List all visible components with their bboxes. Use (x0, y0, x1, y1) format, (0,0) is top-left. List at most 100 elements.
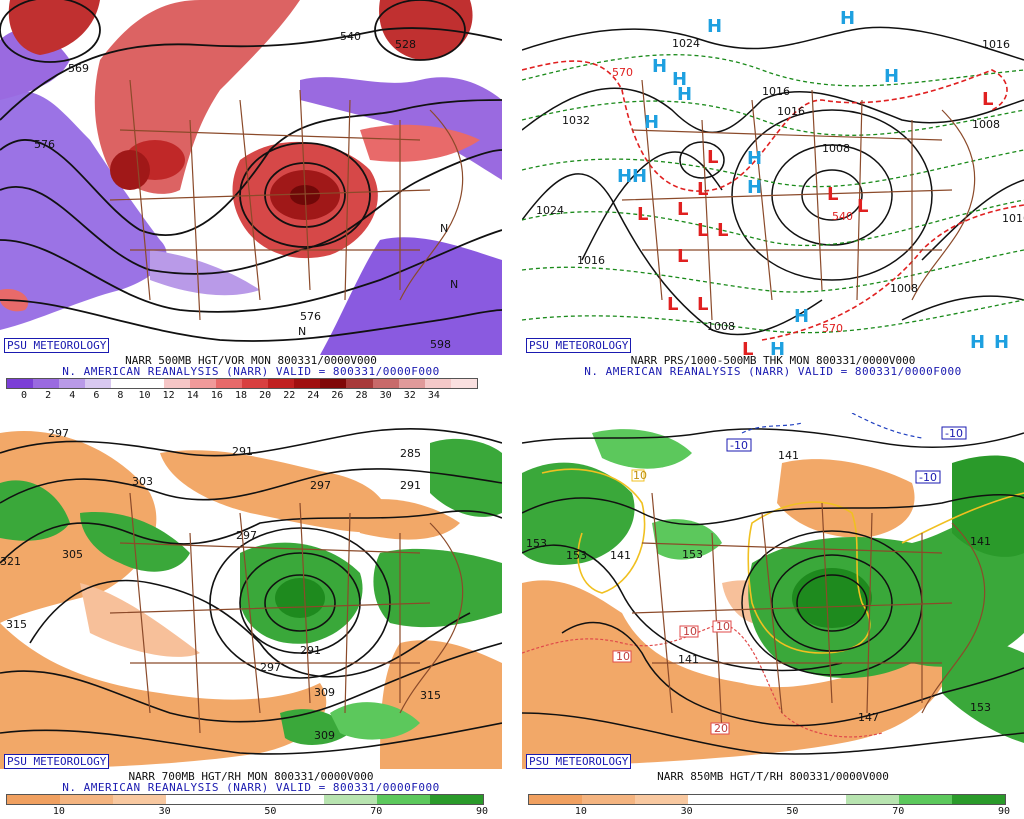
colorbar-swatch (740, 795, 794, 804)
temp-label: -10 (945, 427, 963, 440)
contour-label: 141 (678, 653, 699, 666)
colorbar-swatch (634, 795, 688, 804)
caption-title: NARR PRS/1000-500MB THK MON 800331/0000V… (630, 354, 916, 367)
colorbar-tick-label: 90 (475, 806, 489, 817)
colorbar-swatch (346, 379, 373, 388)
high-pressure-marker: H (644, 112, 659, 133)
colorbar-swatch (59, 379, 86, 388)
thickness-label: 570 (612, 66, 633, 79)
caption-valid: N. AMERICAN REANALYSIS (NARR) VALID = 80… (584, 365, 962, 378)
colorbar-swatch (899, 795, 952, 804)
temp-label: -10 (919, 471, 937, 484)
colorbar-vorticity (6, 378, 478, 389)
low-pressure-marker: L (827, 184, 838, 205)
colorbar-swatch (430, 795, 483, 804)
high-pressure-marker: H (884, 66, 899, 87)
isobar-label: 1016 (982, 38, 1010, 51)
colorbar-swatch (324, 795, 378, 804)
temp-label: 10 (616, 650, 630, 663)
isobar-label: 1008 (822, 142, 850, 155)
contour-label: 141 (778, 449, 799, 462)
contour-label: 569 (68, 62, 89, 75)
isobar-label: 1016 (777, 105, 805, 118)
contour-label: 297 (310, 479, 331, 492)
caption-title: NARR 500MB HGT/VOR MON 800331/0000V000 (125, 354, 377, 367)
colorbar-tick-label: 24 (307, 390, 320, 401)
contour-label: 153 (526, 537, 547, 550)
map-850mb-t-rh: -10 -10 -10 141 153 153 141 141 147 153 … (522, 413, 1024, 769)
isobar-label: 1008 (707, 320, 735, 333)
colorbar-swatch (112, 795, 166, 804)
colorbar-swatch (377, 795, 430, 804)
colorbar-tick-label: 30 (379, 390, 392, 401)
map-700mb-rh: 297 291 285 291 303 297 297 305 315 297 … (0, 413, 502, 769)
colorbar-tick-label: 10 (138, 390, 151, 401)
colorbar-tick-label: 16 (210, 390, 223, 401)
contour-label: 285 (400, 447, 421, 460)
colorbar-swatch (189, 379, 216, 388)
temp-label: 10 (716, 620, 730, 633)
low-pressure-marker: L (677, 199, 688, 220)
contour-label: 309 (314, 686, 335, 699)
high-pressure-marker: H (747, 177, 762, 198)
caption-valid: N. AMERICAN REANALYSIS (NARR) VALID = 80… (62, 365, 440, 378)
high-pressure-marker: H (794, 306, 809, 327)
panel-500mb-vorticity: 540 528 569 576 576 598 N N N PSU METEOR… (0, 0, 502, 402)
low-pressure-marker: L (717, 220, 728, 241)
isobar-label: 1024 (672, 37, 700, 50)
low-pressure-marker: L (677, 246, 688, 267)
contour-label: 291 (400, 479, 421, 492)
psu-logo: PSU METEOROLOGY (4, 754, 110, 769)
contour-label: 153 (682, 548, 703, 561)
colorbar-ticks: 0 2 4 6 8 10 12 14 16 18 20 22 24 26 28 30 32 34 (0, 390, 502, 402)
contour-label: 540 (340, 30, 361, 43)
contour-label: 309 (314, 729, 335, 742)
low-pressure-marker: L (857, 196, 868, 217)
isobar-label: 1008 (972, 118, 1000, 131)
colorbar-swatch (271, 795, 325, 804)
low-pressure-marker: L (982, 89, 993, 110)
high-pressure-marker: H (632, 166, 647, 187)
contour-label: 305 (62, 548, 83, 561)
vort-n-label: N (440, 222, 448, 235)
low-pressure-marker: L (637, 204, 648, 225)
psu-logo: PSU METEOROLOGY (4, 338, 110, 353)
colorbar-swatch (85, 379, 112, 388)
high-pressure-marker: H (677, 84, 692, 105)
colorbar-swatch (59, 795, 113, 804)
colorbar-tick-label: 6 (93, 390, 100, 401)
caption-title: NARR 850MB HGT/T/RH 800331/0000V000 (657, 770, 889, 783)
contour-label: 598 (430, 338, 451, 351)
contour-label: 528 (395, 38, 416, 51)
high-pressure-marker: H (994, 332, 1009, 353)
colorbar-swatch (450, 379, 477, 388)
colorbar-swatch (163, 379, 190, 388)
high-pressure-marker: H (672, 69, 687, 90)
colorbar-swatch (687, 795, 741, 804)
colorbar-swatch (372, 379, 399, 388)
temp-label: 20 (714, 722, 728, 735)
isobar-label: 1024 (536, 204, 564, 217)
colorbar-tick-label: 2 (45, 390, 52, 401)
colorbar-swatch (241, 379, 269, 388)
colorbar-swatch (294, 379, 321, 388)
contour-label: 315 (6, 618, 27, 631)
colorbar-tick-label: 70 (370, 806, 383, 817)
colorbar-rh (6, 794, 484, 805)
colorbar-swatch (218, 795, 272, 804)
thickness-label: 540 (832, 210, 853, 223)
isobar-label: 1008 (890, 282, 918, 295)
contour-label: 576 (300, 310, 321, 323)
contour-label: 315 (420, 689, 441, 702)
colorbar-swatch (793, 795, 847, 804)
contour-label: 147 (858, 711, 879, 724)
high-pressure-marker: H (840, 8, 855, 29)
isobar-label: 1016 (577, 254, 605, 267)
low-pressure-marker: L (707, 147, 718, 168)
colorbar-swatch (846, 795, 900, 804)
low-pressure-marker: L (697, 220, 708, 241)
colorbar-tick-label: 22 (283, 390, 296, 401)
colorbar-swatch (581, 795, 635, 804)
isobar-label: 1016 (762, 85, 790, 98)
psu-logo: PSU METEOROLOGY (526, 754, 632, 769)
